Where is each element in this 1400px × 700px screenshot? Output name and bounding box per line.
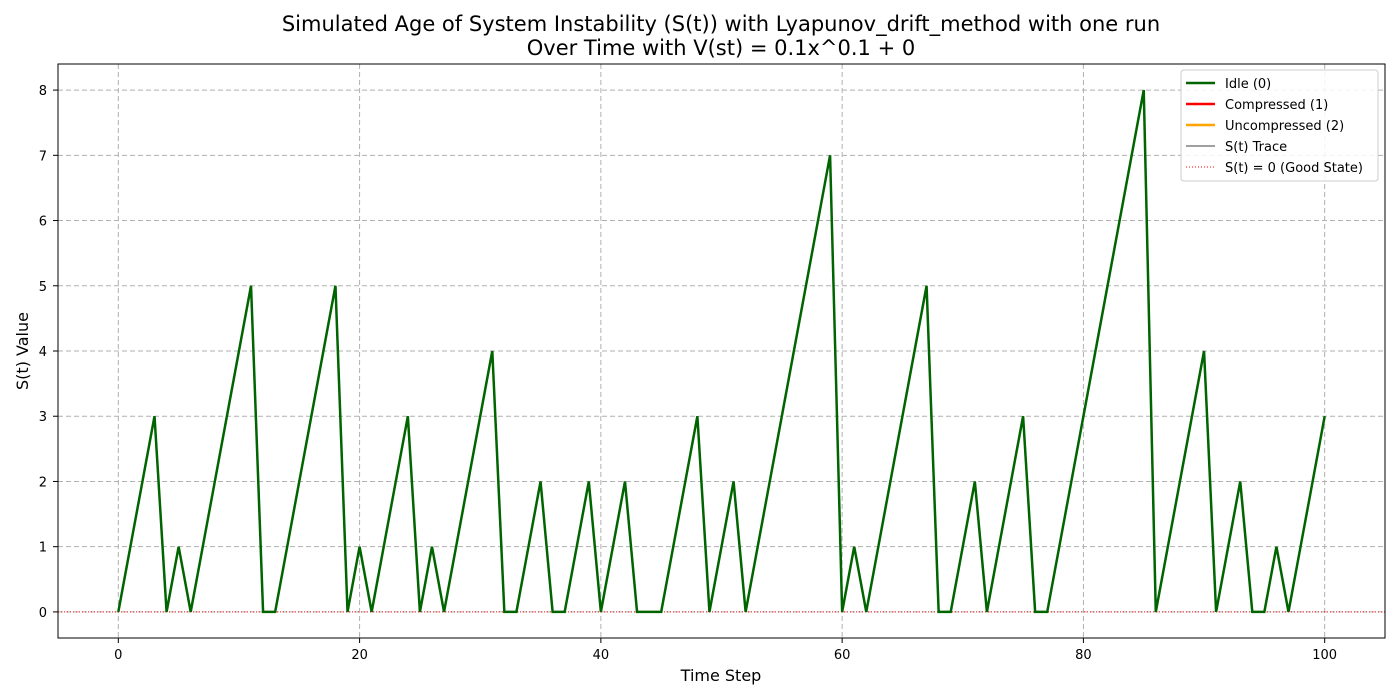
chart-title-line-2: Over Time with V(st) = 0.1x^0.1 + 0 bbox=[527, 36, 915, 60]
x-tick-label: 60 bbox=[834, 648, 851, 663]
x-tick-label: 40 bbox=[593, 648, 610, 663]
legend-label: Compressed (1) bbox=[1225, 98, 1328, 113]
legend: Idle (0) Compressed (1) Uncompressed (2) S(… bbox=[1180, 69, 1379, 182]
y-tick-label: 6 bbox=[39, 215, 47, 230]
legend-label: S(t) = 0 (Good State) bbox=[1225, 161, 1363, 176]
series-group bbox=[117, 89, 1326, 614]
y-tick-label: 2 bbox=[39, 475, 47, 490]
x-tick-label: 80 bbox=[1075, 648, 1092, 663]
y-tick-label: 7 bbox=[39, 149, 47, 164]
x-tick-label: 0 bbox=[114, 648, 122, 663]
y-tick-label: 0 bbox=[39, 606, 47, 621]
y-tick-label: 3 bbox=[39, 410, 47, 425]
x-axis-ticks: 0 20 40 60 80 100 bbox=[114, 638, 1337, 663]
chart-title-line-1: Simulated Age of System Instability (S(t… bbox=[282, 12, 1160, 37]
y-tick-label: 4 bbox=[39, 345, 47, 360]
legend-label: Idle (0) bbox=[1225, 77, 1271, 92]
legend-label: Uncompressed (2) bbox=[1225, 119, 1344, 134]
x-axis-label: Time Step bbox=[680, 666, 762, 685]
legend-label: S(t) Trace bbox=[1225, 140, 1287, 155]
series-line-idle bbox=[117, 89, 1326, 614]
y-tick-label: 1 bbox=[39, 541, 47, 556]
legend-box bbox=[1180, 69, 1379, 182]
x-tick-label: 20 bbox=[351, 648, 368, 663]
grid-lines bbox=[58, 64, 1385, 638]
y-axis-label: S(t) Value bbox=[13, 312, 32, 390]
chart-title: Simulated Age of System Instability (S(t… bbox=[282, 12, 1160, 60]
y-tick-label: 5 bbox=[39, 280, 47, 295]
y-axis-ticks: 0 1 2 3 4 5 6 7 8 bbox=[39, 84, 58, 621]
x-tick-label: 100 bbox=[1312, 648, 1337, 663]
y-tick-label: 8 bbox=[39, 84, 47, 99]
